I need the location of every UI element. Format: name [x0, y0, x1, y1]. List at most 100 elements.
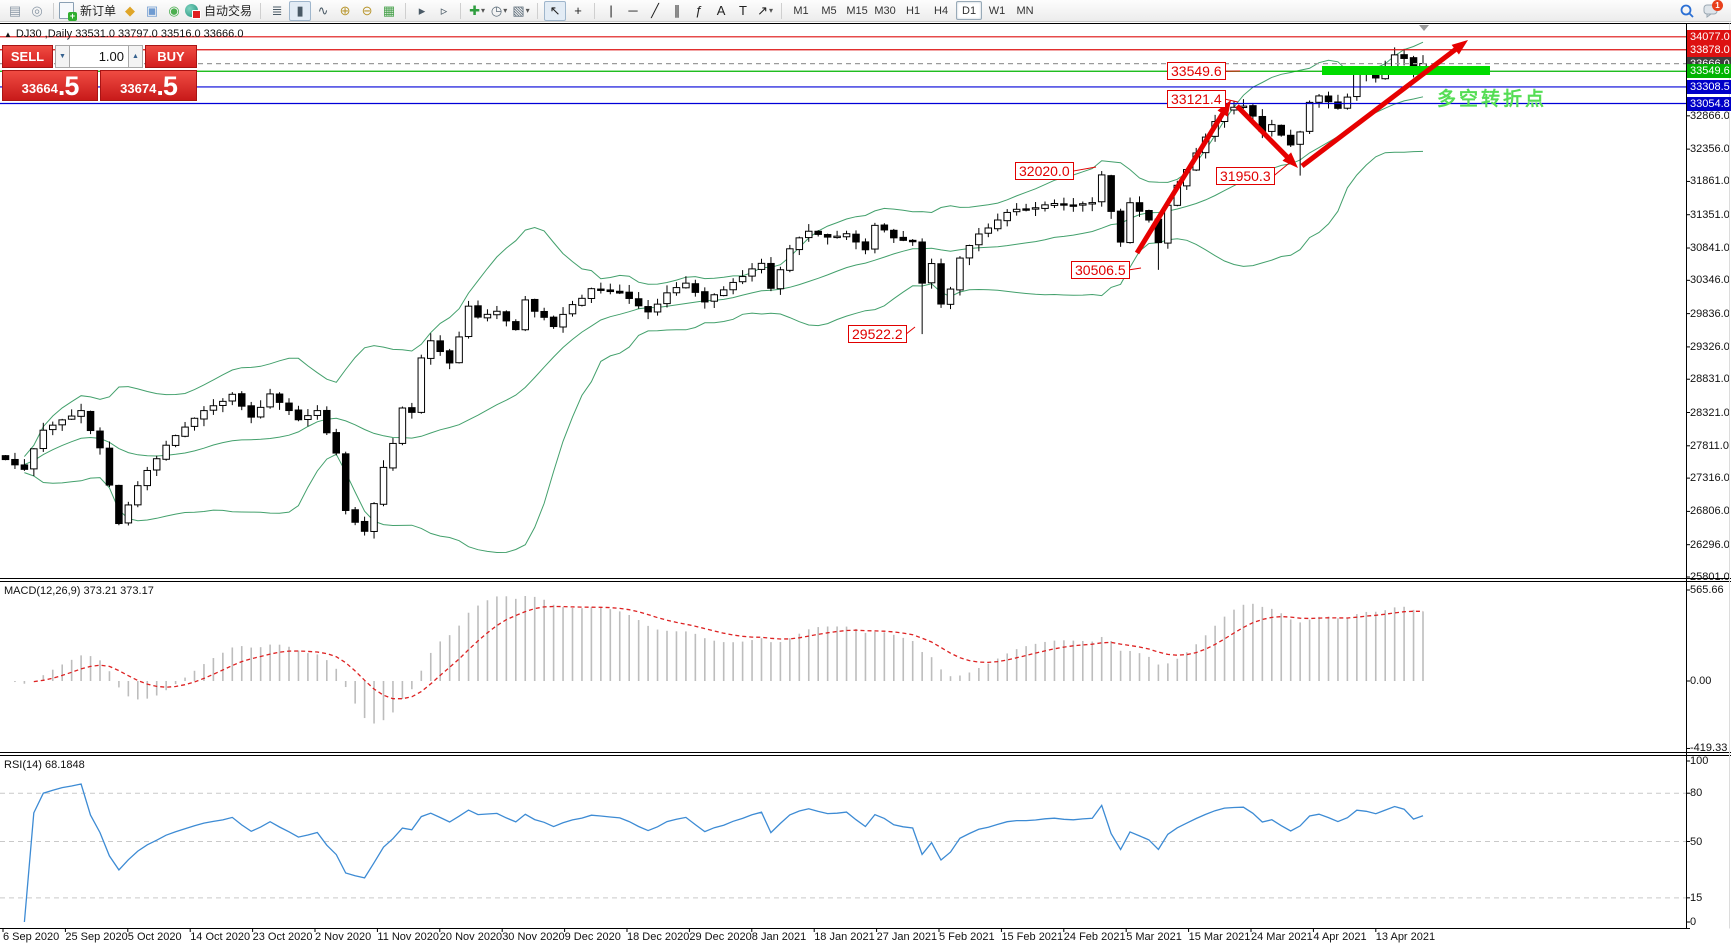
volume-input[interactable]: 1.00 [70, 45, 128, 68]
chart-title-text: DJ30 ,Daily 33531.0 33797.0 33516.0 3366… [15, 28, 244, 40]
bar-chart-mode-icon[interactable]: ≣ [271, 2, 283, 18]
price-axis-tick: 28831.0 [1690, 373, 1730, 386]
sell-price[interactable]: 33664.5 [2, 70, 98, 101]
buy-price-main: 33674 [120, 81, 157, 96]
price-callout[interactable]: 32020.0 [1015, 162, 1074, 181]
price-level-label: 33054.8 [1687, 96, 1731, 111]
crosshair-icon[interactable]: + [574, 2, 582, 18]
timeframe-h4[interactable]: H4 [934, 4, 949, 17]
bull-bear-turning-point-note: 多空转折点 [1437, 89, 1548, 110]
rsi-axis-tick: 100 [1690, 755, 1709, 767]
macd-label: MACD(12,26,9) 373.21 373.17 [4, 585, 154, 597]
chart-profiles-icon[interactable]: ◎ [31, 2, 43, 18]
zoom-out-icon[interactable]: ⊖ [361, 2, 373, 18]
macd-axis-tick: -419.33 [1690, 742, 1728, 755]
buy-price[interactable]: 33674.5 [100, 70, 197, 101]
price-callout[interactable]: 31950.3 [1216, 166, 1275, 185]
date-axis-label: 24 Feb 2021 [1063, 931, 1126, 943]
dropdown-caret-icon: ▾ [503, 5, 508, 15]
history-center-icon[interactable]: ◆ [125, 2, 136, 18]
rsi-axis-tick: 80 [1690, 787, 1703, 800]
price-callout[interactable]: 33549.6 [1167, 62, 1226, 81]
periods-icon[interactable]: ◷ ▾ [490, 2, 508, 18]
buy-button[interactable]: BUY [145, 45, 197, 68]
date-axis-label: 8 Jan 2021 [751, 931, 807, 943]
date-axis-label: 2 Nov 2020 [315, 931, 372, 943]
tile-windows-icon[interactable]: ▦ [382, 2, 396, 18]
candlestick-mode-icon[interactable]: ▮ [289, 0, 312, 21]
date-axis-label: 18 Jan 2021 [814, 931, 875, 943]
macd-axis-tick: 0.00 [1690, 675, 1712, 687]
price-axis-tick: 26806.0 [1690, 505, 1730, 518]
buy-price-frac: .5 [156, 71, 178, 101]
line-chart-mode-icon[interactable]: ∿ [317, 2, 329, 18]
date-axis-label: 25 Sep 2020 [65, 931, 128, 943]
chat-icon[interactable]: 1 [1701, 0, 1723, 20]
indicators-icon[interactable]: ✚ ▾ [469, 2, 485, 18]
new-chart-icon[interactable]: ▤ [8, 2, 22, 18]
volume-decrease-button[interactable]: ▼ [55, 45, 70, 68]
price-axis-tick: 26296.0 [1690, 538, 1730, 551]
horizontal-line-icon[interactable]: ─ [628, 2, 638, 18]
sell-button[interactable]: SELL [2, 45, 53, 68]
toolbar-separator [260, 2, 262, 19]
auto-trading-button[interactable]: 自动交易 [185, 2, 255, 19]
macd-axis-tick: 565.66 [1690, 583, 1724, 596]
price-axis-tick: 32356.0 [1690, 143, 1730, 156]
timeframe-mn[interactable]: MN [1016, 4, 1034, 17]
rsi-axis-tick: 0 [1690, 916, 1697, 928]
price-axis-tick: 25801.0 [1690, 570, 1730, 583]
arrows-icon[interactable]: ↗ ▾ [757, 2, 773, 18]
sell-price-main: 33664 [21, 81, 58, 96]
price-callout[interactable]: 33121.4 [1167, 90, 1226, 109]
price-axis-tick: 31351.0 [1690, 208, 1730, 221]
fibonacci-icon[interactable]: ƒ [695, 2, 703, 18]
price-axis-tick: 32866.0 [1690, 109, 1730, 122]
timeframe-m5[interactable]: M5 [821, 4, 837, 17]
rsi-axis-tick: 50 [1690, 835, 1703, 848]
date-axis-label: 23 Oct 2020 [252, 931, 313, 943]
date-axis-label: 4 Apr 2021 [1313, 931, 1367, 943]
price-axis-tick: 30841.0 [1690, 242, 1730, 255]
publish-chart-icon[interactable]: ▣ [145, 2, 159, 18]
timeframe-m30[interactable]: M30 [874, 4, 896, 17]
price-axis-tick: 31861.0 [1690, 175, 1730, 188]
dropdown-caret-icon: ▾ [768, 5, 773, 15]
search-icon[interactable] [1677, 2, 1697, 20]
timeframe-h1[interactable]: H1 [906, 4, 921, 17]
timeframe-m1[interactable]: M1 [793, 4, 809, 17]
chart-shift-icon[interactable]: ▹ [440, 2, 448, 18]
auto-scroll-icon[interactable]: ▸ [418, 2, 426, 18]
notification-badge: 1 [1712, 0, 1723, 11]
label-icon[interactable]: T [739, 2, 747, 18]
cursor-icon[interactable]: ↖ [544, 0, 567, 21]
text-icon[interactable]: A [716, 2, 726, 18]
price-callout[interactable]: 29522.2 [848, 325, 907, 344]
date-axis-label: 24 Mar 2021 [1251, 931, 1313, 943]
templates-icon[interactable]: ▧ ▾ [512, 2, 530, 18]
date-axis-label: 15 Feb 2021 [1001, 931, 1064, 943]
date-axis-label: 5 Feb 2021 [939, 931, 995, 943]
price-callout[interactable]: 30506.5 [1071, 260, 1130, 279]
equidistant-channel-icon[interactable]: ∥ [673, 2, 681, 18]
timeframe-m15[interactable]: M15 [846, 4, 868, 17]
sell-price-frac: .5 [57, 71, 80, 101]
price-axis-tick: 27811.0 [1690, 439, 1729, 452]
new-order-button[interactable]: + 新订单 [59, 2, 119, 21]
date-axis-label: 5 Mar 2021 [1126, 931, 1182, 943]
zoom-in-icon[interactable]: ⊕ [339, 2, 351, 18]
dropdown-caret-icon: ▾ [480, 5, 485, 15]
volume-increase-button[interactable]: ▲ [128, 45, 143, 68]
timeframe-w1[interactable]: W1 [988, 4, 1006, 17]
trendline-icon[interactable]: ╱ [651, 2, 659, 18]
price-axis-tick: 29836.0 [1690, 307, 1730, 320]
date-axis-label: 20 Nov 2020 [439, 931, 503, 943]
vertical-line-icon[interactable]: | [609, 2, 613, 18]
price-level-label: 34077.0 [1687, 29, 1731, 44]
signals-icon[interactable]: ◉ [168, 2, 180, 18]
date-axis-label: 13 Apr 2021 [1375, 931, 1436, 943]
date-axis-label: 29 Dec 2020 [689, 931, 752, 943]
timeframe-d1[interactable]: D1 [956, 1, 983, 20]
chart-scroll-marker[interactable] [1419, 25, 1429, 31]
